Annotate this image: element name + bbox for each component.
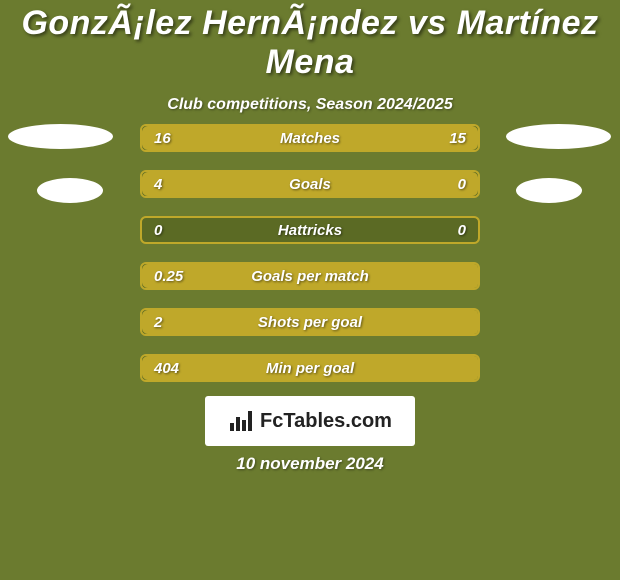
stat-label: Min per goal — [142, 356, 478, 380]
stat-label: Shots per goal — [142, 310, 478, 334]
stat-rows-container: 1615Matches 40Goals 00Hattricks 0.25Goals p… — [140, 124, 480, 400]
avatar-left-1 — [8, 124, 113, 149]
avatar-right-2 — [516, 178, 582, 203]
avatar-right-1 — [506, 124, 611, 149]
logo-text: FcTables.com — [260, 410, 392, 433]
subtitle: Club competitions, Season 2024/2025 — [0, 96, 620, 114]
stat-label: Matches — [142, 126, 478, 150]
stat-row: 40Goals — [140, 170, 480, 198]
page-title: GonzÃ¡lez HernÃ¡ndez vs Martínez Mena — [0, 0, 620, 82]
stat-label: Goals per match — [142, 264, 478, 288]
stat-row: 00Hattricks — [140, 216, 480, 244]
bar-chart-icon — [228, 409, 256, 433]
stat-label: Goals — [142, 172, 478, 196]
comparison-infographic: GonzÃ¡lez HernÃ¡ndez vs Martínez Mena Cl… — [0, 0, 620, 580]
stat-row: 1615Matches — [140, 124, 480, 152]
stat-row: 404Min per goal — [140, 354, 480, 382]
avatar-left-2 — [37, 178, 103, 203]
stat-row: 0.25Goals per match — [140, 262, 480, 290]
date-line: 10 november 2024 — [0, 454, 620, 474]
source-logo: FcTables.com — [205, 396, 415, 446]
stat-label: Hattricks — [142, 218, 478, 242]
stat-row: 2Shots per goal — [140, 308, 480, 336]
